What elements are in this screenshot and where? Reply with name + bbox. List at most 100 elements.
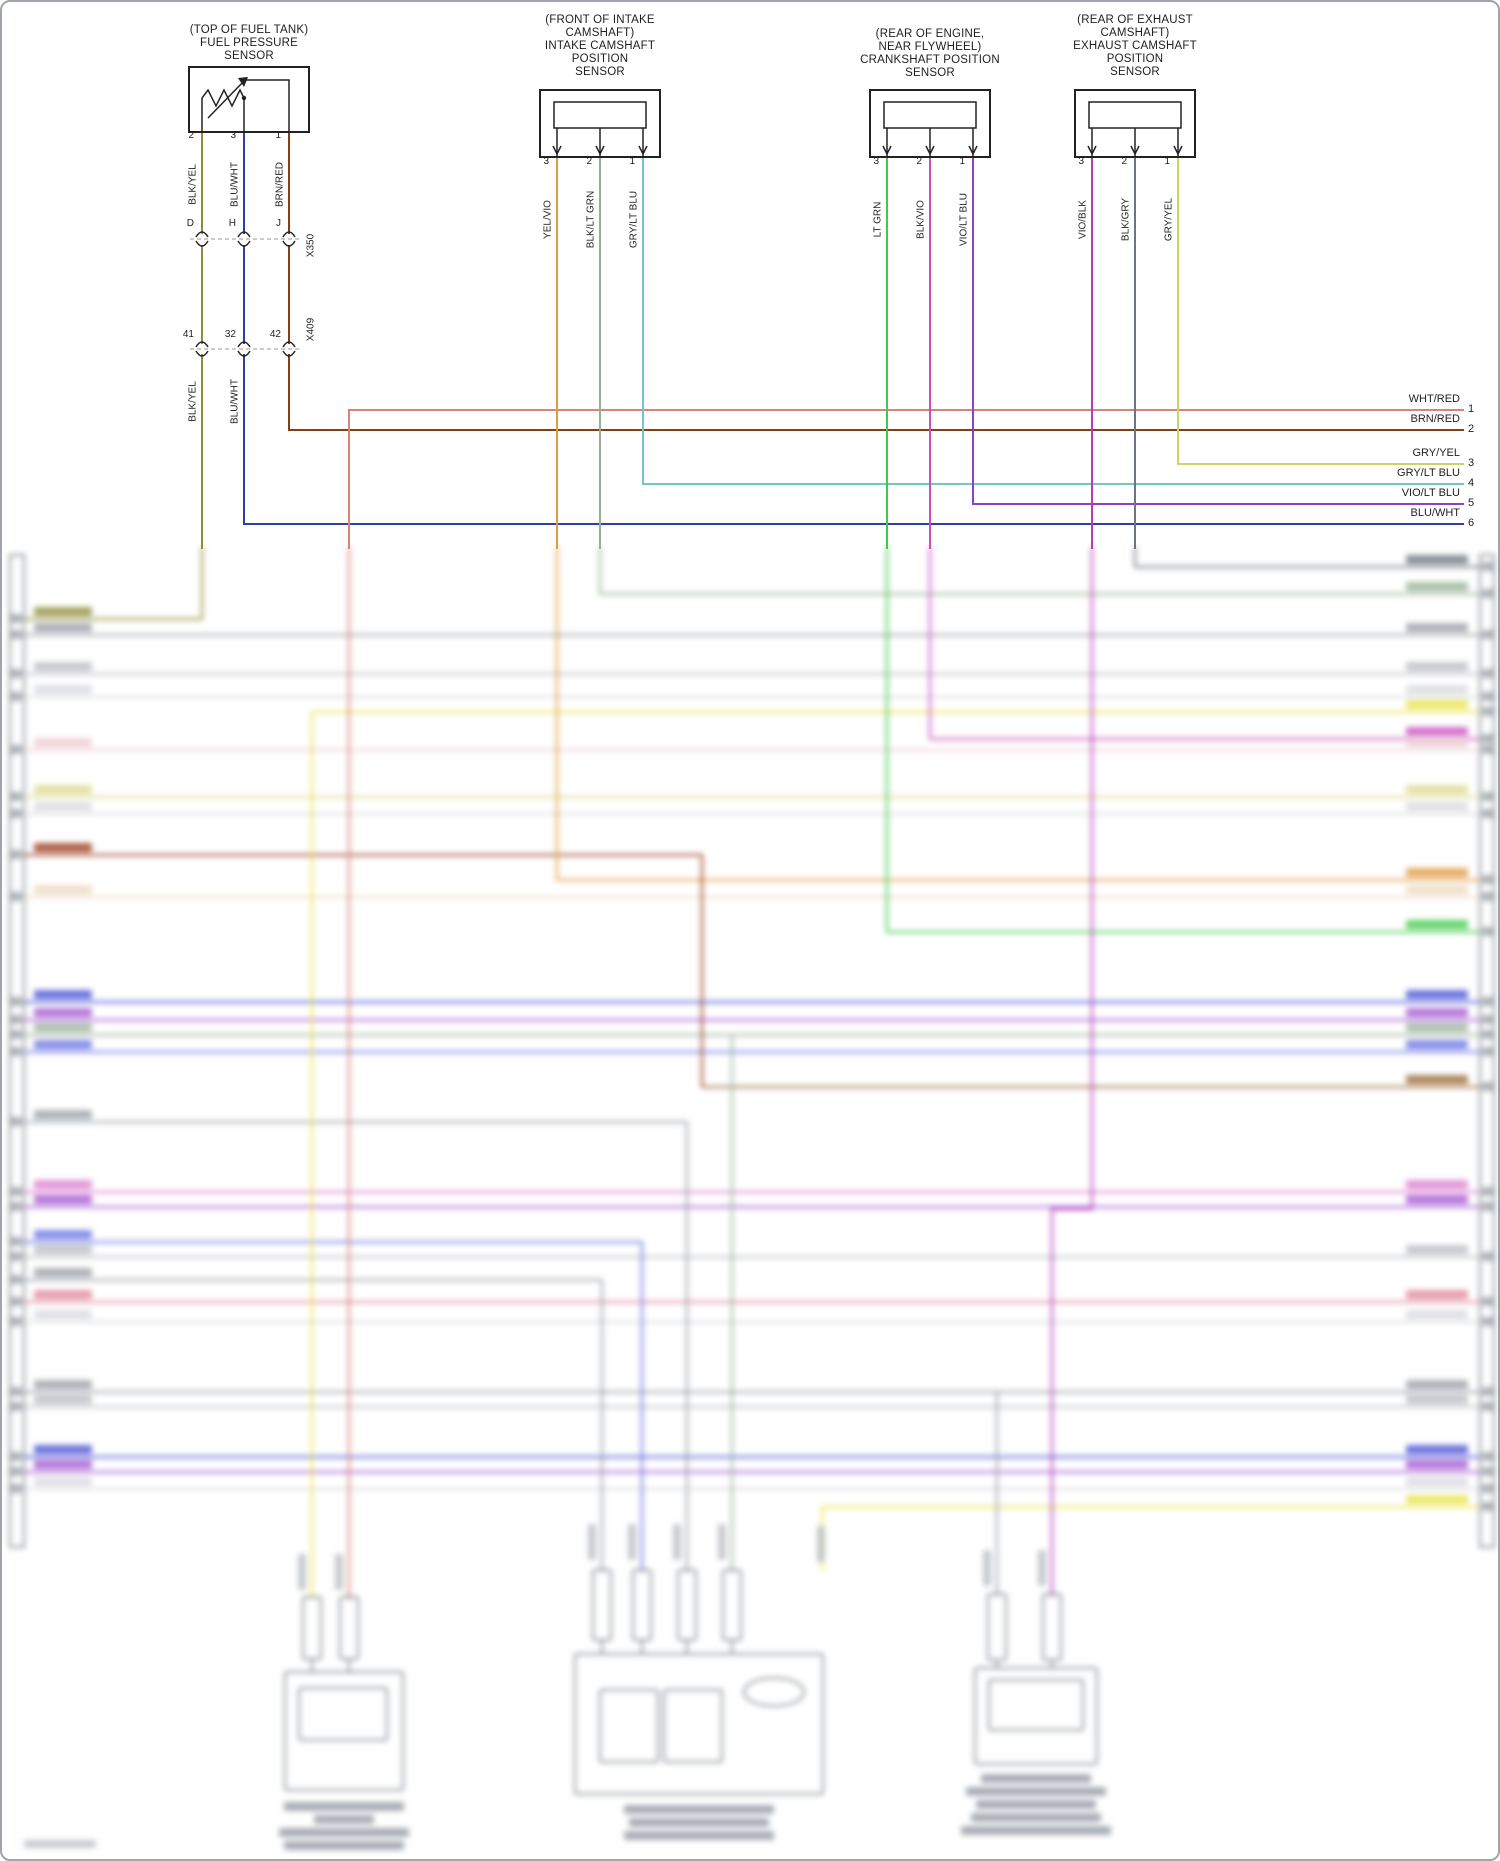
wire: [1177, 157, 1464, 465]
intake-camshaft-position-sensor-title: (FRONT OF INTAKE CAMSHAFT) INTAKE CAMSHAFT…: [490, 14, 710, 79]
intake-camshaft-position-sensor-title-line: (FRONT OF INTAKE: [545, 14, 655, 26]
exhaust-camshaft-position-sensor-title-line: POSITION: [1106, 53, 1164, 65]
connector-half-icon: [195, 240, 209, 247]
blurred-pin-number: [10, 809, 22, 818]
component-box: [987, 1593, 1007, 1661]
pin-number: 1: [629, 156, 635, 167]
blurred-vertical-label: [298, 1554, 306, 1590]
blurred-label: [1406, 582, 1468, 591]
resistor-symbol: [201, 88, 245, 108]
bus-wire-number: 6: [1468, 517, 1475, 529]
blurred-label: [1406, 1245, 1468, 1254]
connector-pin-id: 41: [182, 329, 194, 340]
bus-wire-label: GRY/YEL: [1412, 447, 1461, 459]
blurred-label: [1406, 685, 1468, 694]
blurred-pin-number: [10, 1202, 22, 1211]
blurred-pin-number: [1482, 1502, 1494, 1511]
blurred-label: [1406, 1460, 1468, 1469]
component-box: [677, 1569, 697, 1641]
blurred-pin-number: [1482, 1484, 1494, 1493]
bus-wire-label: VIO/LT BLU: [1401, 487, 1460, 499]
blurred-pin-number: [10, 1117, 22, 1126]
blurred-pin-number: [1482, 630, 1494, 639]
blurred-label: [1406, 555, 1468, 564]
blurred-label: [1406, 920, 1468, 929]
blurred-caption-line: [624, 1805, 774, 1814]
blurred-label: [34, 1460, 92, 1469]
blurred-label: [1406, 1195, 1468, 1204]
blurred-watermark: [24, 1840, 96, 1848]
blurred-pin-number: [1482, 1030, 1494, 1039]
pin-number: 1: [959, 156, 965, 167]
blurred-pin-number: [10, 1187, 22, 1196]
intake-camshaft-position-sensor-title-line: CAMSHAFT): [565, 27, 635, 39]
connector-label: X409: [305, 317, 317, 342]
blurred-label: [34, 1445, 92, 1454]
blurred-pin-number: [1482, 1082, 1494, 1091]
blurred-label: [1406, 1290, 1468, 1299]
blurred-pin-number: [1482, 562, 1494, 571]
blurred-label: [34, 1040, 92, 1049]
wire-label: VIO/LT BLU: [958, 193, 970, 246]
blurred-pin-number: [1482, 1452, 1494, 1461]
component-box: [974, 1667, 1098, 1765]
blurred-pin-number: [10, 1297, 22, 1306]
pin-stub: [246, 79, 290, 132]
blurred-pin-number: [10, 1015, 22, 1024]
blurred-pin-number: [1482, 1317, 1494, 1326]
blurred-pin-number: [1482, 734, 1494, 743]
blurred-label: [1406, 1008, 1468, 1017]
blurred-pin-number: [10, 1484, 22, 1493]
blurred-label: [1406, 1380, 1468, 1389]
component-box: [663, 1689, 723, 1763]
blurred-label: [34, 1023, 92, 1032]
component-box: [632, 1569, 652, 1641]
blurred-label: [1406, 1445, 1468, 1454]
blurred-pin-number: [10, 1317, 22, 1326]
intake-camshaft-position-sensor-title-line: INTAKE CAMSHAFT: [544, 40, 656, 52]
blurred-label: [34, 1180, 92, 1189]
blurred-label: [34, 1245, 92, 1254]
blurred-label: [34, 1290, 92, 1299]
component-box: [988, 1679, 1084, 1731]
blurred-caption-line: [981, 1774, 1091, 1783]
connector-half-icon: [282, 240, 296, 247]
intake-camshaft-position-sensor-title-line: SENSOR: [575, 66, 625, 78]
connector-pin-id: J: [276, 218, 281, 229]
blurred-pin-number: [1482, 589, 1494, 598]
connector-half-icon: [195, 341, 209, 348]
bus-wire-number: 3: [1468, 457, 1475, 469]
pin-number: 2: [916, 156, 922, 167]
blurred-pin-number: [1482, 745, 1494, 754]
crankshaft-position-sensor-title-line: (REAR OF ENGINE,: [875, 28, 985, 40]
bus-wire-number: 1: [1468, 403, 1475, 415]
component-box: [599, 1689, 659, 1763]
blurred-pin-number: [1482, 669, 1494, 678]
blurred-pin-number: [1482, 927, 1494, 936]
fuel-pressure-sensor-title-line: (TOP OF FUEL TANK): [189, 24, 309, 36]
blurred-label: [1406, 868, 1468, 877]
blurred-label: [34, 1230, 92, 1239]
blurred-vertical-label: [718, 1524, 726, 1560]
blurred-label: [34, 785, 92, 794]
blurred-label: [1406, 1180, 1468, 1189]
blurred-pin-number: [10, 1030, 22, 1039]
component-ellipse: [743, 1677, 805, 1707]
bus-wire-label: GRY/LT BLU: [1397, 467, 1460, 479]
blurred-pin-number: [10, 1275, 22, 1284]
blurred-caption-line: [284, 1802, 404, 1811]
crankshaft-position-sensor-title-line: SENSOR: [905, 67, 955, 79]
pin-arrow-icon: [925, 145, 935, 156]
blurred-label: [1406, 1395, 1468, 1404]
blurred-vertical-label: [1038, 1550, 1046, 1586]
blurred-pin-number: [1482, 707, 1494, 716]
wire-label: GRY/YEL: [1163, 197, 1175, 242]
wiper-arrowhead-icon: [238, 77, 248, 87]
blurred-label: [1406, 802, 1468, 811]
blurred-vertical-label: [673, 1524, 681, 1560]
blurred-pin-number: [1482, 1402, 1494, 1411]
blurred-label: [1406, 1075, 1468, 1084]
blurred-label: [34, 990, 92, 999]
pin-number: 1: [1164, 156, 1170, 167]
